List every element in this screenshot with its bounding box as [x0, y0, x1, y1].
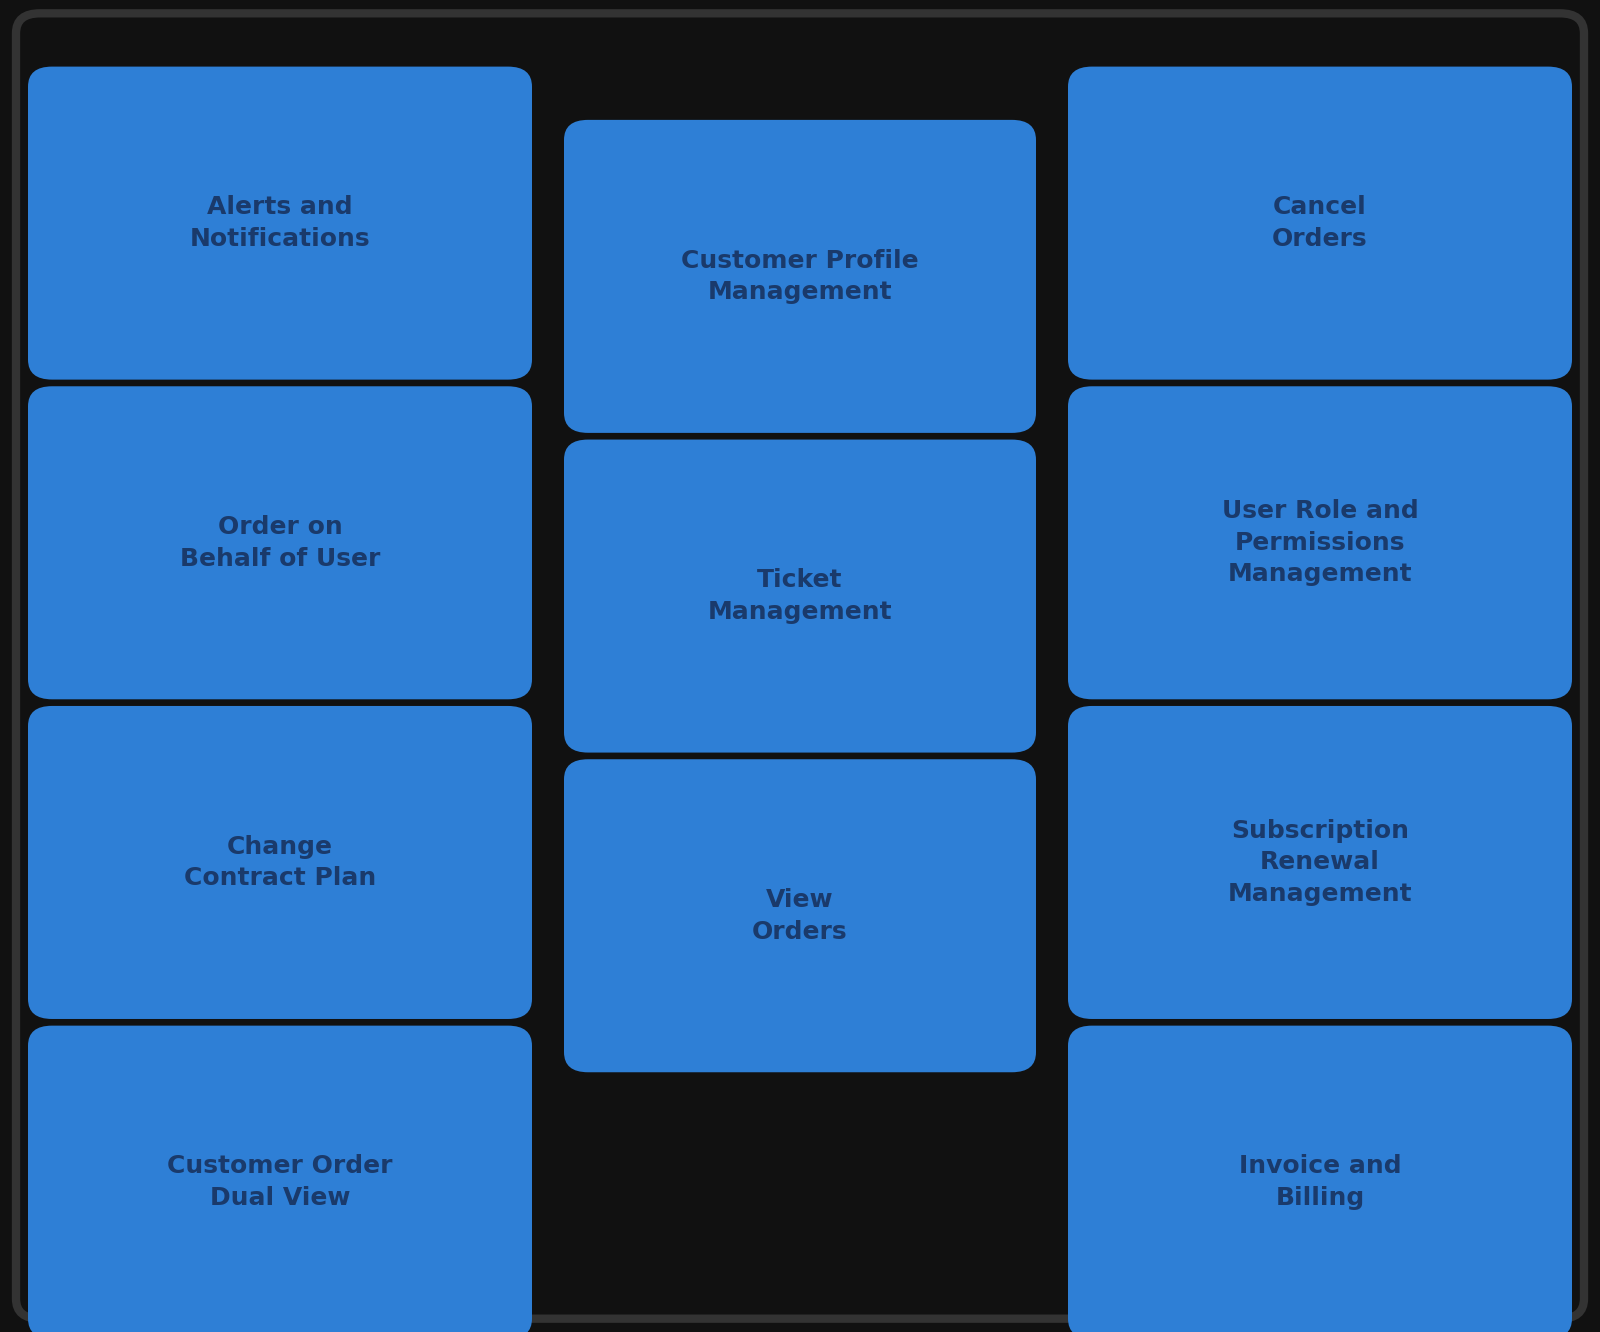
FancyBboxPatch shape [563, 120, 1037, 433]
Text: Alerts and
Notifications: Alerts and Notifications [190, 196, 370, 250]
FancyBboxPatch shape [1069, 386, 1571, 699]
FancyBboxPatch shape [1069, 1026, 1571, 1332]
FancyBboxPatch shape [1069, 67, 1571, 380]
Text: Subscription
Renewal
Management: Subscription Renewal Management [1227, 819, 1413, 906]
Text: Customer Order
Dual View: Customer Order Dual View [168, 1155, 392, 1209]
Text: View
Orders: View Orders [752, 888, 848, 943]
FancyBboxPatch shape [29, 386, 531, 699]
FancyBboxPatch shape [29, 1026, 531, 1332]
FancyBboxPatch shape [563, 440, 1037, 753]
Text: Ticket
Management: Ticket Management [707, 569, 893, 623]
Text: Customer Profile
Management: Customer Profile Management [682, 249, 918, 304]
Text: Order on
Behalf of User: Order on Behalf of User [179, 515, 381, 570]
FancyBboxPatch shape [1069, 706, 1571, 1019]
FancyBboxPatch shape [16, 13, 1584, 1319]
FancyBboxPatch shape [29, 706, 531, 1019]
Text: Invoice and
Billing: Invoice and Billing [1238, 1155, 1402, 1209]
Text: User Role and
Permissions
Management: User Role and Permissions Management [1222, 500, 1418, 586]
FancyBboxPatch shape [563, 759, 1037, 1072]
FancyBboxPatch shape [29, 67, 531, 380]
Text: Cancel
Orders: Cancel Orders [1272, 196, 1368, 250]
Text: Change
Contract Plan: Change Contract Plan [184, 835, 376, 890]
